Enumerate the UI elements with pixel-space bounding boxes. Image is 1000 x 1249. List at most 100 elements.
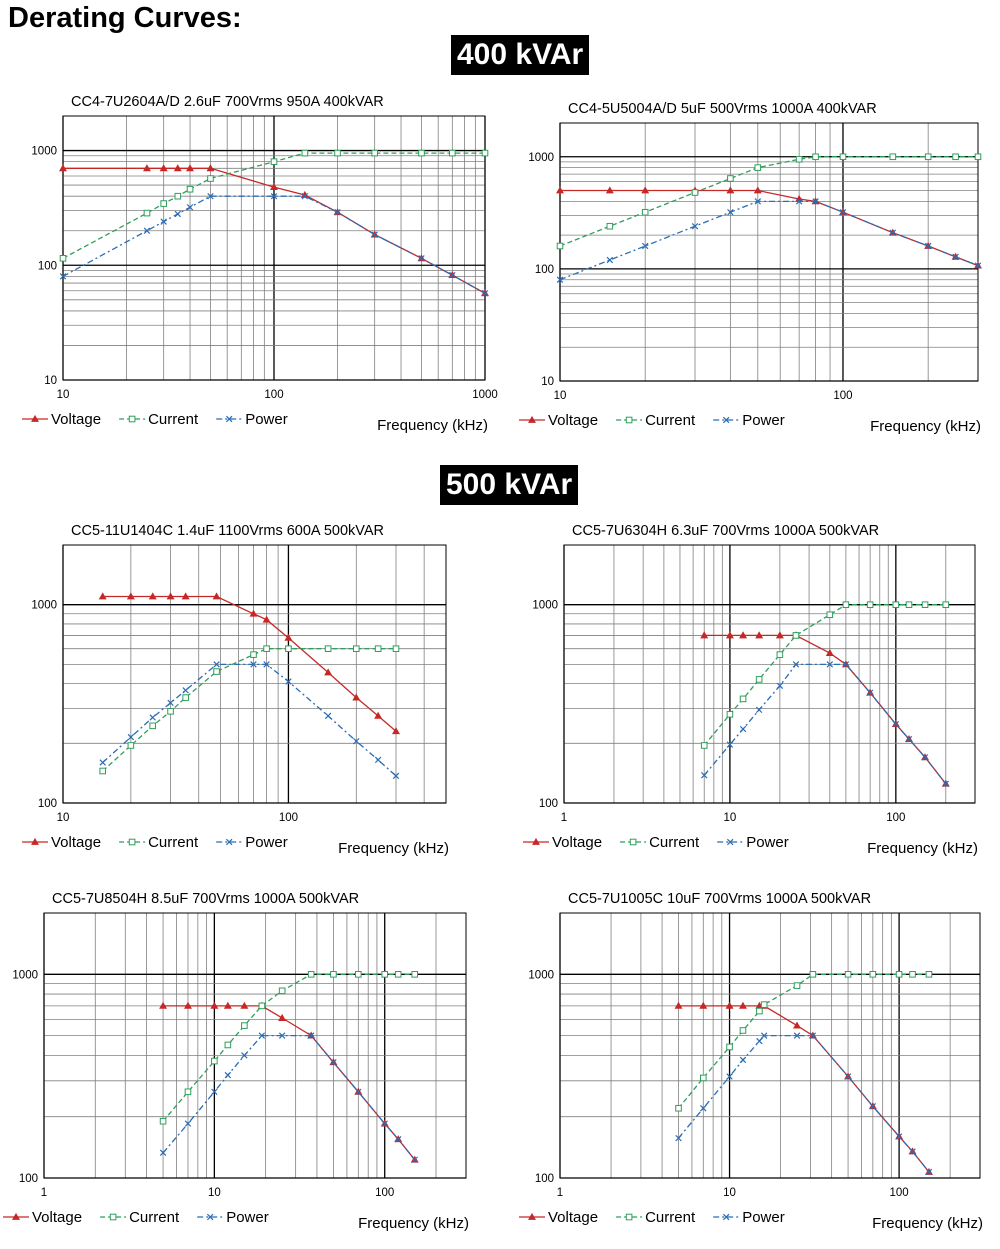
power-point — [776, 682, 784, 690]
power-point — [809, 1032, 817, 1039]
current-point — [691, 189, 699, 196]
x-tick-label: 10 — [208, 1187, 221, 1199]
current-point — [371, 149, 378, 157]
legend-label-power: Power — [245, 834, 288, 851]
legend-label-power: Power — [245, 411, 288, 428]
voltage-point — [183, 1001, 192, 1009]
power-point — [866, 689, 874, 696]
power-point — [250, 661, 257, 668]
power-point — [149, 714, 156, 721]
y-tick-label: 100 — [38, 798, 57, 810]
plot-frame — [62, 544, 447, 804]
x-tick-label: 100 — [890, 1187, 909, 1199]
x-tick-label: 1000 — [472, 389, 498, 401]
power-point — [675, 1134, 682, 1142]
power-point — [755, 706, 763, 714]
power-point — [726, 741, 734, 748]
current-point — [374, 645, 382, 652]
power-point — [307, 1032, 315, 1039]
voltage-point — [284, 633, 293, 641]
current-point — [258, 1002, 266, 1010]
legend-marker-power — [225, 838, 233, 846]
legend-label-power: Power — [742, 412, 785, 429]
current-point — [760, 1001, 768, 1008]
voltage-point — [270, 183, 278, 191]
current-point — [739, 695, 747, 703]
x-axis-label: Frequency (kHz) — [377, 417, 488, 434]
current-point — [754, 164, 762, 171]
power-point — [641, 242, 649, 250]
voltage-point — [699, 1001, 708, 1009]
legend-label-voltage: Voltage — [548, 412, 598, 429]
voltage-point — [755, 631, 764, 639]
x-axis-label: Frequency (kHz) — [358, 1215, 469, 1232]
voltage-point — [793, 1021, 802, 1029]
x-tick-label: 100 — [279, 812, 298, 824]
legend-marker-voltage — [532, 837, 540, 845]
current-point — [211, 1057, 218, 1065]
voltage-point — [186, 164, 195, 172]
plot-frame — [62, 115, 486, 381]
voltage-point — [159, 164, 168, 172]
power-point — [159, 1149, 167, 1156]
power-point — [792, 661, 800, 668]
legend: Voltage Current Power — [22, 411, 288, 428]
legend-marker-voltage — [528, 1212, 536, 1220]
chart-title: CC5-11U1404C 1.4uF 1100Vrms 600A 500kVAR — [71, 523, 384, 539]
current-point — [330, 971, 337, 978]
voltage-point — [98, 592, 107, 600]
power-point — [905, 735, 913, 743]
y-tick-label: 1000 — [532, 600, 558, 612]
x-axis-label: Frequency (kHz) — [870, 418, 981, 435]
voltage-point — [278, 1013, 287, 1021]
current-point — [167, 708, 174, 715]
voltage-point — [825, 648, 834, 657]
chart-title: CC5-7U8504H 8.5uF 700Vrms 1000A 500kVAR — [52, 891, 359, 907]
current-point — [776, 651, 784, 658]
voltage-point — [324, 668, 333, 676]
power-point — [258, 1032, 266, 1039]
power-point — [211, 1088, 218, 1096]
power-point — [844, 1073, 852, 1080]
legend-label-current: Current — [148, 834, 199, 851]
current-point — [925, 971, 933, 978]
power-point — [167, 699, 174, 707]
voltage-point — [753, 186, 762, 194]
legend-label-current: Current — [129, 1209, 180, 1226]
x-tick-label: 1 — [557, 1187, 563, 1199]
current-point — [726, 711, 734, 718]
current-point — [756, 1007, 763, 1015]
series-power — [59, 192, 489, 297]
current-point — [59, 255, 67, 262]
current-point — [186, 185, 194, 193]
current-point — [727, 175, 734, 182]
x-tick-label: 100 — [833, 390, 852, 402]
power-point — [334, 208, 341, 216]
current-point — [892, 601, 900, 608]
series-power — [159, 1032, 418, 1163]
current-point — [213, 668, 220, 675]
legend-marker-voltage — [528, 415, 536, 423]
power-point — [760, 1032, 768, 1039]
current-point — [250, 651, 257, 658]
power-point — [952, 253, 959, 261]
power-point — [184, 1120, 192, 1127]
legend-label-voltage: Voltage — [552, 834, 602, 851]
y-tick-label: 100 — [535, 1173, 554, 1185]
current-point — [411, 971, 419, 978]
voltage-point — [249, 609, 258, 617]
x-tick-label: 10 — [724, 812, 737, 824]
power-point — [556, 276, 564, 283]
x-tick-label: 10 — [723, 1187, 736, 1199]
current-point — [942, 601, 950, 608]
series-current — [675, 971, 933, 1112]
y-tick-label: 100 — [539, 798, 558, 810]
current-point — [869, 971, 877, 978]
current-point — [895, 971, 903, 978]
plot-frame — [559, 912, 981, 1179]
legend-marker-voltage — [31, 414, 39, 422]
x-axis-label: Frequency (kHz) — [872, 1215, 983, 1232]
current-point — [149, 722, 157, 730]
current-point — [809, 971, 817, 978]
